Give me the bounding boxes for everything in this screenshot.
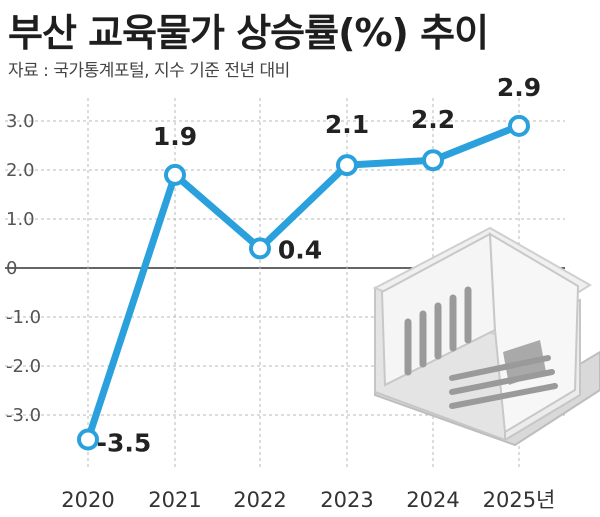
data-point-marker [336,154,358,177]
data-label: 2.9 [497,73,541,102]
data-point-marker [249,237,271,260]
series-path [84,122,523,443]
book-icon [372,226,600,447]
data-point-marker [77,428,99,451]
series-markers [77,114,530,451]
data-point-marker [422,149,444,172]
x-tick-label: 2021 [148,488,201,512]
chart-title: 부산 교육물가 상승률(%) 추이 [8,11,489,55]
x-axis-ticks: 2020 2021 2022 2023 2024 2025년 [61,488,555,512]
x-tick-label: 2024 [406,488,459,512]
data-point-marker [508,114,530,137]
x-tick-label: 2022 [233,488,286,512]
data-label: 2.1 [325,110,369,139]
y-tick-label: 2.0 [6,160,35,181]
x-tick-label: 2020 [61,488,114,512]
y-axis-ticks: 3.0 2.0 1.0 0 -1.0 -2.0 -3.0 [6,111,41,426]
data-label: 0.4 [278,235,322,264]
data-label: -3.5 [97,429,152,458]
data-labels: -3.5 1.9 0.4 2.1 2.2 2.9 [97,73,541,458]
series-line [84,122,523,443]
y-tick-label: -3.0 [6,405,41,426]
y-tick-label: -1.0 [6,307,41,328]
source-note: 자료 : 국가통계포털, 지수 기준 전년 대비 [8,61,290,81]
data-label: 2.2 [411,105,455,134]
x-tick-label: 2025년 [483,488,556,512]
data-point-marker [164,163,186,186]
x-tick-label: 2023 [320,488,373,512]
y-tick-label: 3.0 [6,111,35,132]
data-label: 1.9 [153,122,197,151]
y-tick-label: 1.0 [6,209,35,230]
y-tick-label: -2.0 [6,356,41,377]
y-tick-label: 0 [6,258,17,279]
